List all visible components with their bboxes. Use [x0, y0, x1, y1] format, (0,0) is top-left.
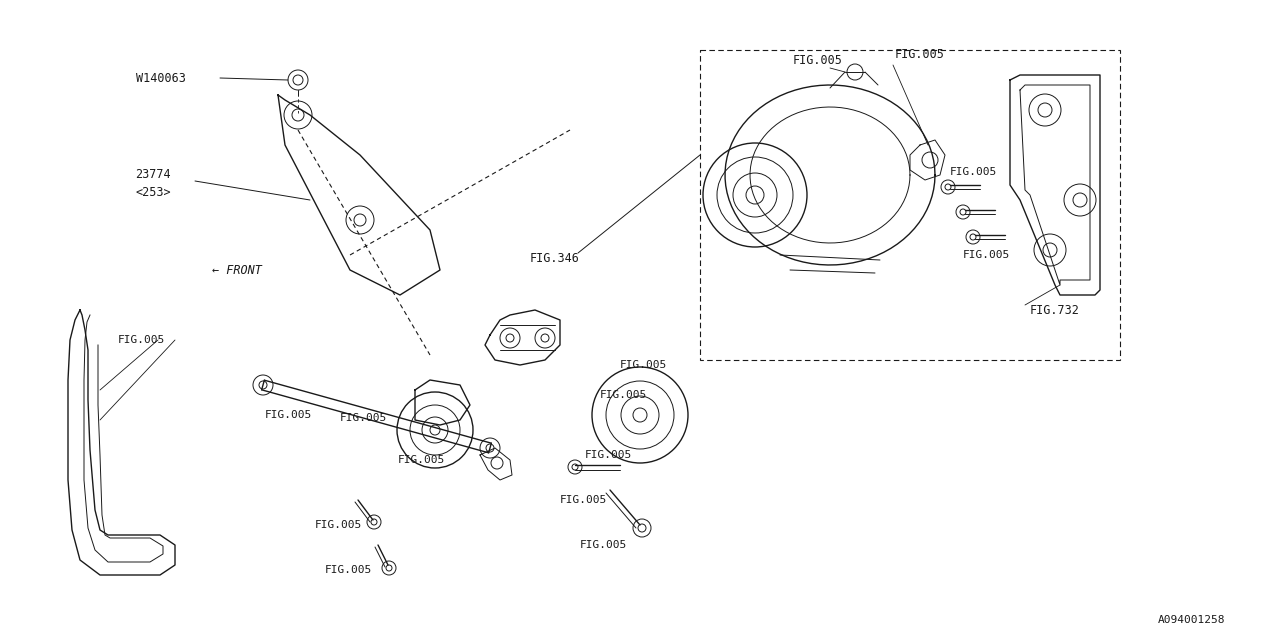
Text: FIG.005: FIG.005	[963, 250, 1010, 260]
Text: FIG.005: FIG.005	[561, 495, 607, 505]
Text: <253>: <253>	[134, 186, 170, 200]
Text: FIG.005: FIG.005	[895, 49, 945, 61]
Text: FIG.005: FIG.005	[398, 455, 445, 465]
Text: FIG.005: FIG.005	[265, 410, 312, 420]
Text: FIG.005: FIG.005	[620, 360, 667, 370]
Text: FIG.005: FIG.005	[600, 390, 648, 400]
Text: ← FRONT: ← FRONT	[212, 264, 262, 276]
Bar	[700, 50, 1120, 360]
Text: FIG.005: FIG.005	[585, 450, 632, 460]
Text: A094001258: A094001258	[1157, 615, 1225, 625]
Text: FIG.005: FIG.005	[580, 540, 627, 550]
Text: 23774: 23774	[134, 168, 170, 182]
Text: FIG.005: FIG.005	[325, 565, 372, 575]
Text: FIG.005: FIG.005	[950, 167, 997, 177]
Text: W140063: W140063	[136, 72, 186, 84]
Text: FIG.005: FIG.005	[118, 335, 165, 345]
Text: FIG.005: FIG.005	[315, 520, 362, 530]
Text: FIG.346: FIG.346	[530, 252, 580, 264]
Text: FIG.732: FIG.732	[1030, 303, 1080, 317]
Text: FIG.005: FIG.005	[794, 54, 842, 67]
Text: FIG.005: FIG.005	[340, 413, 388, 423]
